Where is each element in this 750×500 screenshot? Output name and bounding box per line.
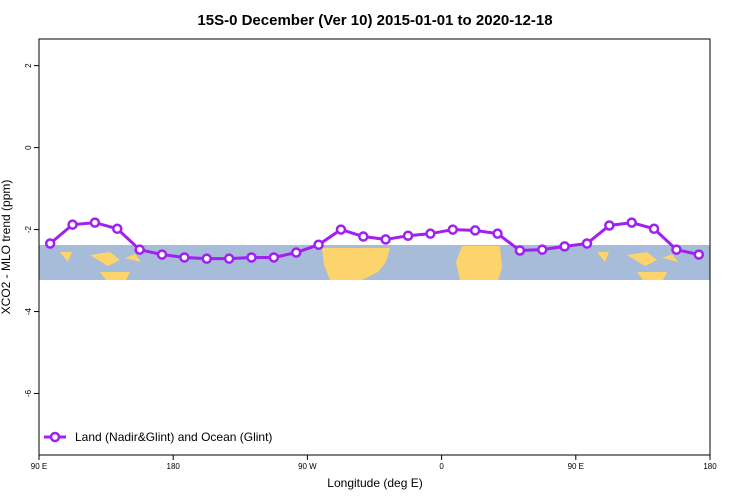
data-point bbox=[134, 244, 145, 255]
data-point bbox=[581, 238, 593, 249]
data-point bbox=[313, 239, 324, 250]
y-tick-label: 0 bbox=[24, 145, 33, 150]
data-point bbox=[648, 223, 660, 235]
data-point bbox=[469, 225, 481, 236]
data-point bbox=[425, 228, 436, 239]
data-point bbox=[537, 244, 548, 255]
y-tick-label: -2 bbox=[24, 225, 33, 233]
data-point bbox=[604, 220, 615, 231]
x-tick-label: 90 E bbox=[568, 462, 584, 471]
data-point bbox=[671, 244, 682, 255]
data-point bbox=[179, 252, 190, 263]
x-axis-label: Longitude (deg E) bbox=[327, 476, 422, 490]
y-tick-label: -4 bbox=[24, 307, 33, 315]
map-band bbox=[39, 245, 710, 280]
data-point bbox=[89, 217, 101, 228]
x-tick-label: 0 bbox=[439, 462, 444, 471]
data-point bbox=[67, 219, 78, 230]
data-point bbox=[559, 241, 570, 252]
x-tick-label: 90 W bbox=[298, 462, 317, 471]
data-point bbox=[268, 252, 280, 263]
data-point bbox=[223, 253, 235, 264]
chart-title: 15S-0 December (Ver 10) 2015-01-01 to 20… bbox=[197, 12, 552, 29]
y-tick-label: -6 bbox=[24, 389, 33, 397]
data-point bbox=[201, 253, 212, 264]
data-point bbox=[492, 228, 503, 239]
data-point bbox=[112, 223, 123, 235]
data-point bbox=[358, 231, 369, 242]
data-point bbox=[335, 224, 347, 235]
land bbox=[456, 246, 502, 280]
x-tick-label: 180 bbox=[703, 462, 717, 471]
data-point bbox=[290, 247, 302, 258]
land bbox=[597, 252, 678, 280]
data-point bbox=[514, 245, 526, 256]
x-tick-label: 90 E bbox=[31, 462, 47, 471]
legend-marker bbox=[49, 431, 61, 443]
data-point bbox=[693, 249, 705, 260]
data-point bbox=[246, 252, 257, 263]
plot-frame bbox=[38, 38, 711, 456]
land bbox=[60, 252, 141, 280]
y-tick-label: 2 bbox=[24, 63, 33, 68]
data-point bbox=[402, 230, 414, 241]
land bbox=[322, 248, 390, 280]
data-point bbox=[626, 217, 637, 228]
legend-label: Land (Nadir&Glint) and Ocean (Glint) bbox=[75, 430, 272, 444]
data-point bbox=[156, 249, 168, 260]
data-point bbox=[380, 234, 391, 245]
y-axis-label: XCO2 - MLO trend (ppm) bbox=[0, 180, 13, 315]
data-point bbox=[44, 238, 56, 249]
data-point bbox=[447, 224, 459, 235]
x-tick-label: 180 bbox=[167, 462, 181, 471]
